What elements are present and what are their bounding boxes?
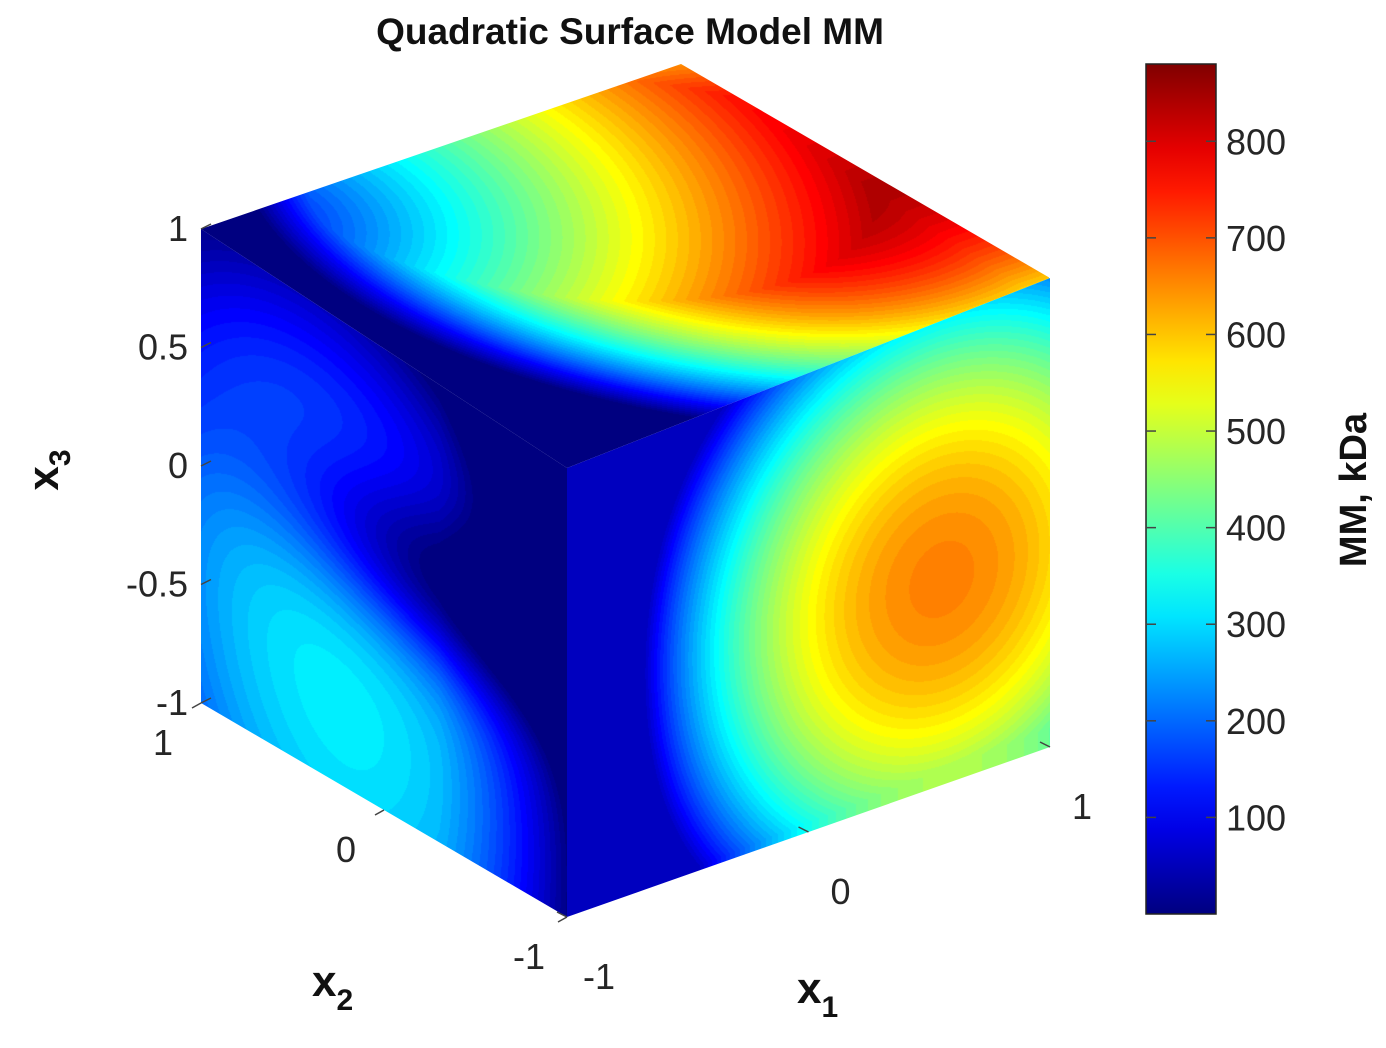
chart-title: Quadratic Surface Model MM	[376, 11, 884, 52]
x1-axis: -1 0 1	[556, 741, 1092, 997]
x2-tick-label: 0	[336, 829, 356, 870]
colorbar-tick-label: 500	[1226, 411, 1286, 452]
colorbar-tick-label: 600	[1226, 314, 1286, 355]
x2-tick-label: 1	[153, 722, 173, 763]
x3-axis-label: x3	[19, 449, 77, 490]
colorbar-tick-label: 300	[1226, 604, 1286, 645]
colorbar-ticks: 100 200 300 400 500 600 700 800	[1146, 121, 1286, 838]
colorbar-tick-label: 700	[1226, 218, 1286, 259]
x2-tick-label: -1	[513, 936, 545, 977]
x3-tick-label: 0.5	[138, 327, 188, 368]
x1-tick-mark	[1039, 741, 1051, 748]
x1-tick-mark	[556, 911, 568, 918]
x3-tick-mark	[200, 341, 212, 349]
colorbar-gradient	[1145, 63, 1217, 915]
x2-tick-mark	[374, 809, 385, 816]
x1-tick-label: 1	[1072, 786, 1092, 827]
x3-tick-mark	[200, 460, 212, 467]
colorbar-tick-label: 200	[1226, 701, 1286, 742]
x1-tick-mark	[798, 826, 809, 833]
x1-tick-label: -1	[583, 956, 615, 997]
x2-tick-mark	[557, 916, 568, 923]
x3-tick-mark	[200, 223, 212, 230]
x1-tick-label: 0	[830, 871, 850, 912]
x2-axis: -1 0 1	[153, 702, 568, 977]
x3-tick-mark	[200, 697, 212, 704]
x3-axis: -1 -0.5 0 0.5 1	[126, 208, 212, 723]
x3-tick-label: -1	[156, 682, 188, 723]
colorbar-label: MM, kDa	[1333, 412, 1375, 567]
colorbar: 100 200 300 400 500 600 700 800 MM, kDa	[1145, 63, 1375, 915]
x2-tick-mark	[191, 702, 202, 709]
x2-axis-label: x2	[312, 957, 353, 1017]
x1-axis-label: x1	[797, 964, 838, 1024]
colorbar-tick-label: 100	[1226, 797, 1286, 838]
colorbar-tick-label: 800	[1226, 121, 1286, 162]
x3-tick-mark	[200, 578, 212, 586]
x3-tick-label: 0	[168, 445, 188, 486]
colorbar-tick-label: 400	[1226, 508, 1286, 549]
cube-surface	[201, 64, 1050, 917]
x3-tick-label: -0.5	[126, 564, 188, 605]
x3-tick-label: 1	[168, 208, 188, 249]
